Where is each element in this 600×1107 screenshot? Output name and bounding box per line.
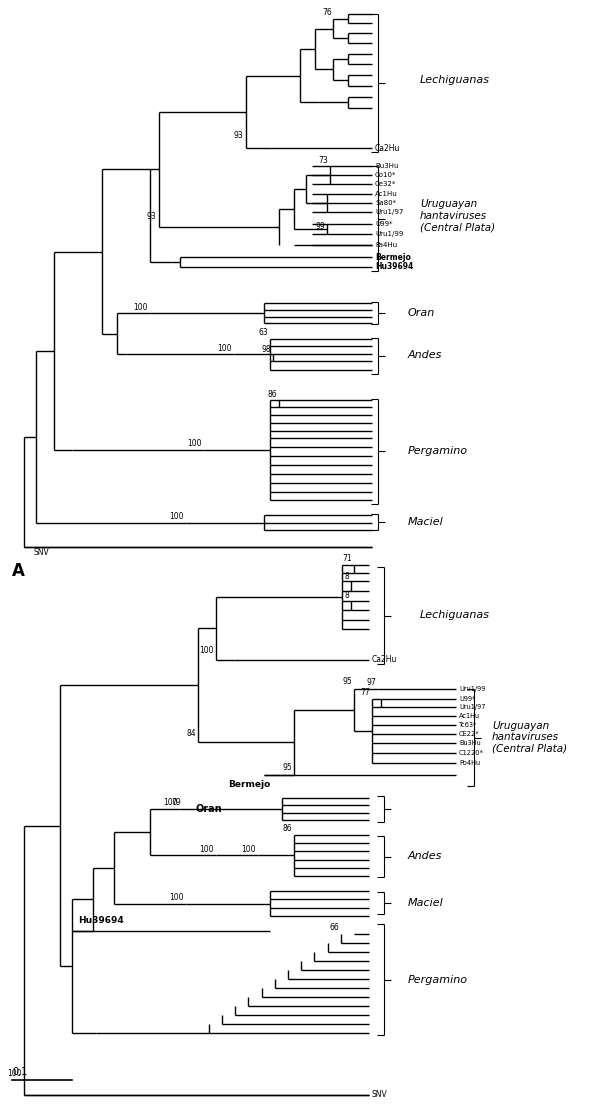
Text: 100: 100 bbox=[200, 845, 214, 853]
Text: C1220*: C1220* bbox=[459, 749, 484, 756]
Text: 98: 98 bbox=[262, 344, 271, 354]
Text: 100: 100 bbox=[188, 439, 202, 448]
Text: Bermejo: Bermejo bbox=[228, 780, 270, 789]
Text: Oran: Oran bbox=[408, 308, 435, 318]
Text: 66: 66 bbox=[329, 922, 339, 932]
Text: 71: 71 bbox=[343, 555, 352, 563]
Text: 76: 76 bbox=[322, 9, 332, 18]
Text: 100: 100 bbox=[8, 1069, 22, 1078]
Text: Uruguayan
hantaviruses
(Central Plata): Uruguayan hantaviruses (Central Plata) bbox=[492, 721, 567, 754]
Text: 86: 86 bbox=[283, 824, 292, 832]
Text: Hu39694: Hu39694 bbox=[78, 917, 124, 925]
Text: 0.1: 0.1 bbox=[12, 1067, 27, 1077]
Text: U99*: U99* bbox=[459, 695, 476, 702]
Text: 99: 99 bbox=[316, 221, 325, 230]
Text: Lechiguanas: Lechiguanas bbox=[420, 75, 490, 85]
Text: 77: 77 bbox=[361, 687, 370, 697]
Text: 86: 86 bbox=[268, 390, 277, 399]
Text: 95: 95 bbox=[283, 763, 292, 773]
Text: 97: 97 bbox=[367, 679, 376, 687]
Text: 79: 79 bbox=[172, 798, 181, 807]
Text: Ac1Hu: Ac1Hu bbox=[459, 713, 480, 720]
Text: A: A bbox=[12, 561, 25, 580]
Text: Pergamino: Pergamino bbox=[408, 974, 468, 985]
Text: 95: 95 bbox=[343, 677, 352, 686]
Text: 100: 100 bbox=[170, 511, 184, 521]
Text: Andes: Andes bbox=[408, 851, 442, 861]
Text: 8: 8 bbox=[344, 571, 349, 580]
Text: 100: 100 bbox=[200, 646, 214, 655]
Text: Ca2Hu: Ca2Hu bbox=[375, 144, 400, 153]
Text: Maciel: Maciel bbox=[408, 898, 444, 909]
Text: Co10*: Co10* bbox=[375, 173, 397, 178]
Text: 93: 93 bbox=[233, 131, 243, 139]
Text: 84: 84 bbox=[187, 728, 196, 738]
Text: Andes: Andes bbox=[408, 350, 442, 361]
Text: Sa80*: Sa80* bbox=[375, 200, 396, 206]
Text: Uru1/99: Uru1/99 bbox=[459, 686, 485, 692]
Text: Uru1/97: Uru1/97 bbox=[459, 704, 485, 711]
Text: 63: 63 bbox=[259, 328, 268, 337]
Text: Tc63*: Tc63* bbox=[459, 722, 478, 728]
Text: Pa4Hu: Pa4Hu bbox=[375, 241, 397, 248]
Text: Bermejo: Bermejo bbox=[375, 252, 411, 262]
Text: CE22*: CE22* bbox=[459, 732, 479, 737]
Text: 93: 93 bbox=[146, 213, 156, 221]
Text: Bu3Hu: Bu3Hu bbox=[459, 741, 481, 746]
Text: 100: 100 bbox=[134, 302, 148, 312]
Text: Ce32*: Ce32* bbox=[375, 182, 396, 187]
Text: 73: 73 bbox=[319, 156, 328, 165]
Text: Maciel: Maciel bbox=[408, 517, 444, 527]
Text: Pergamino: Pergamino bbox=[408, 446, 468, 456]
Text: Uruguayan
hantaviruses
(Central Plata): Uruguayan hantaviruses (Central Plata) bbox=[420, 199, 495, 232]
Text: Uru1/97: Uru1/97 bbox=[375, 209, 403, 215]
Text: 100: 100 bbox=[242, 845, 256, 853]
Text: U99*: U99* bbox=[375, 221, 392, 227]
Text: 100: 100 bbox=[218, 343, 232, 353]
Text: Ac1Hu: Ac1Hu bbox=[375, 190, 398, 197]
Text: Ca2Hu: Ca2Hu bbox=[372, 655, 397, 664]
Text: Uru1/99: Uru1/99 bbox=[375, 230, 403, 237]
Text: Lechiguanas: Lechiguanas bbox=[420, 610, 490, 621]
Text: SNV: SNV bbox=[33, 548, 49, 557]
Text: 100: 100 bbox=[164, 798, 178, 807]
Text: Hu39694: Hu39694 bbox=[375, 262, 413, 271]
Text: Oran: Oran bbox=[195, 804, 221, 815]
Text: Po4Hu: Po4Hu bbox=[459, 759, 480, 766]
Text: 8: 8 bbox=[344, 591, 349, 600]
Text: 100: 100 bbox=[170, 893, 184, 902]
Text: Bu3Hu: Bu3Hu bbox=[375, 163, 398, 169]
Text: SNV: SNV bbox=[372, 1090, 388, 1099]
